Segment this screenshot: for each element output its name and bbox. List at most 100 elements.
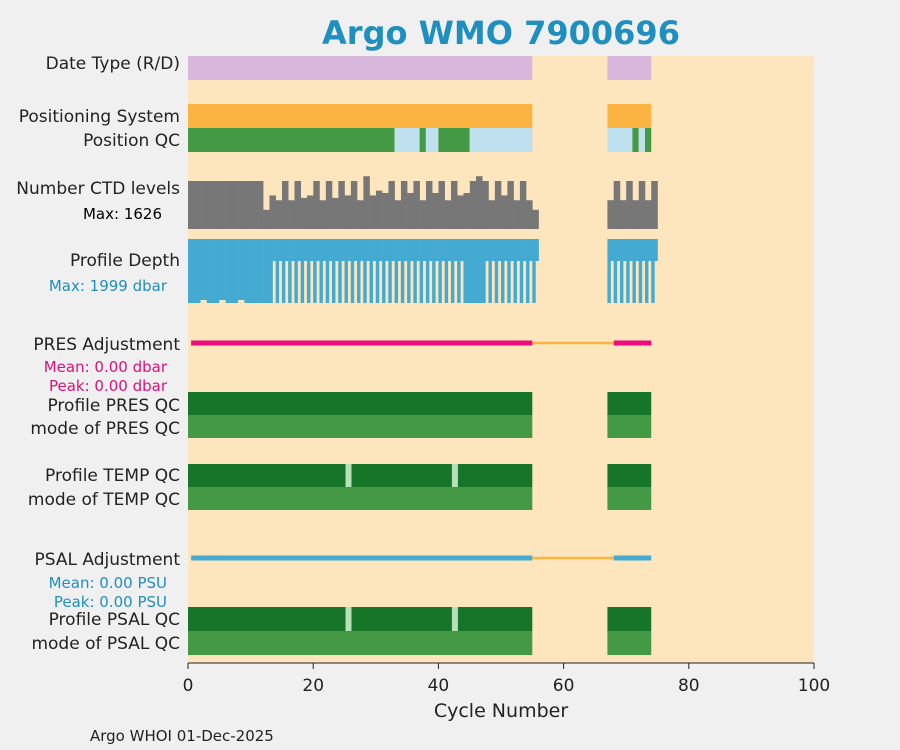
profile-depth-column bbox=[488, 261, 492, 303]
profile-depth-column bbox=[400, 261, 405, 303]
ctd-level-column bbox=[463, 193, 470, 229]
profile-depth-column bbox=[331, 261, 336, 303]
ctd-level-column bbox=[250, 181, 258, 229]
ctd-level-column bbox=[281, 181, 289, 229]
profile-pres-qc-bar-1 bbox=[607, 392, 652, 415]
profile-depth-column bbox=[238, 239, 245, 303]
x-tick-label-3: 60 bbox=[553, 676, 575, 696]
profile-depth-column bbox=[407, 261, 411, 303]
ctd-level-column bbox=[450, 181, 458, 229]
profile-depth-max: Max: 1999 dbar bbox=[49, 277, 168, 295]
profile-psal-qc-label: Profile PSAL QC bbox=[49, 610, 180, 630]
ctd-level-gap bbox=[335, 181, 339, 198]
profile-depth-column bbox=[294, 239, 301, 261]
mode-temp-qc-label: mode of TEMP QC bbox=[28, 490, 180, 510]
ctd-level-column bbox=[407, 193, 414, 229]
profile-depth-column bbox=[438, 261, 442, 303]
ctd-level-column bbox=[256, 181, 264, 229]
profile-depth-column bbox=[350, 239, 358, 261]
date-type-bar-0 bbox=[188, 56, 533, 80]
ctd-level-column bbox=[219, 181, 226, 229]
profile-depth-column bbox=[400, 239, 408, 261]
profile-psal-qc-gap-1 bbox=[451, 607, 458, 631]
ctd-level-gap bbox=[379, 181, 383, 191]
position-qc-label: Position QC bbox=[83, 131, 180, 151]
profile-depth-column bbox=[507, 261, 511, 303]
ctd-level-column bbox=[607, 200, 614, 229]
profile-depth-column bbox=[382, 261, 386, 303]
ctd-level-column bbox=[638, 181, 646, 229]
ctd-level-gap bbox=[322, 181, 326, 201]
x-axis-label: Cycle Number bbox=[434, 700, 568, 722]
ctd-level-column bbox=[225, 181, 233, 229]
ctd-level-gap bbox=[491, 181, 495, 201]
profile-depth-column bbox=[394, 261, 399, 303]
ctd-level-column bbox=[344, 195, 352, 229]
profile-depth-column bbox=[651, 239, 658, 261]
profile-depth-column bbox=[519, 261, 524, 303]
profile-depth-column bbox=[250, 239, 258, 303]
profile-depth-column bbox=[432, 261, 436, 303]
pres-adjustment-label: PRES Adjustment bbox=[33, 335, 180, 355]
mode-pres-qc-bar-1 bbox=[607, 415, 652, 438]
profile-depth-column bbox=[263, 239, 270, 303]
profile-depth-column bbox=[644, 261, 649, 303]
ctd-level-gap bbox=[304, 181, 307, 198]
x-tick-label-4: 80 bbox=[678, 676, 700, 696]
ctd-level-column bbox=[238, 181, 245, 229]
ctd-level-column bbox=[213, 181, 220, 229]
profile-depth-column bbox=[306, 261, 311, 303]
profile-depth-column bbox=[469, 239, 477, 303]
ctd-level-column bbox=[526, 200, 533, 229]
profile-depth-column bbox=[319, 261, 323, 303]
profile-depth-column bbox=[344, 261, 348, 303]
ctd-level-gap bbox=[291, 181, 295, 201]
date-type-bar-1 bbox=[607, 56, 652, 80]
ctd-level-gap bbox=[516, 181, 520, 201]
ctd-level-column bbox=[619, 200, 627, 229]
ctd-level-gap bbox=[448, 181, 451, 201]
mode-psal-qc-label: mode of PSAL QC bbox=[31, 634, 180, 654]
position-qc-segment-5 bbox=[469, 128, 533, 152]
profile-depth-column bbox=[438, 239, 445, 261]
position-qc-segment-9 bbox=[644, 128, 652, 152]
profile-psal-qc-bar-1 bbox=[607, 607, 652, 631]
ctd-level-column bbox=[469, 181, 477, 229]
profile-depth-column bbox=[294, 261, 298, 303]
profile-depth-column bbox=[526, 239, 533, 261]
profile-depth-column bbox=[463, 239, 470, 303]
ctd-level-gap bbox=[310, 181, 314, 196]
ctd-level-column bbox=[644, 200, 652, 229]
profile-depth-column bbox=[394, 239, 402, 261]
ctd-level-column bbox=[263, 209, 270, 229]
profile-depth-column bbox=[325, 239, 333, 261]
ctd-level-column bbox=[388, 181, 395, 229]
profile-depth-column bbox=[331, 239, 339, 261]
profile-depth-column bbox=[494, 261, 499, 303]
ctd-levels-max: Max: 1626 bbox=[83, 205, 162, 223]
profile-depth-column bbox=[369, 239, 377, 261]
ctd-level-column bbox=[532, 209, 539, 229]
profile-depth-column bbox=[425, 261, 430, 303]
position-qc-segment-2 bbox=[419, 128, 426, 152]
profile-depth-column bbox=[275, 261, 280, 303]
ctd-level-gap bbox=[435, 181, 439, 193]
ctd-level-column bbox=[300, 197, 308, 229]
profile-depth-column bbox=[288, 261, 292, 303]
profile-temp-qc-gap-1 bbox=[451, 464, 458, 487]
profile-depth-column bbox=[651, 261, 655, 303]
pres-adjustment-stat-1: Peak: 0.00 dbar bbox=[49, 377, 168, 395]
profile-depth-column bbox=[194, 239, 201, 303]
profile-depth-column bbox=[413, 261, 417, 303]
profile-depth-column bbox=[363, 239, 370, 261]
profile-depth-column bbox=[532, 239, 539, 261]
profile-depth-column bbox=[319, 239, 327, 261]
profile-depth-column bbox=[363, 261, 367, 303]
profile-depth-column bbox=[338, 239, 345, 261]
ctd-level-gap bbox=[410, 181, 414, 193]
ctd-level-column bbox=[475, 176, 483, 229]
profile-depth-column bbox=[256, 239, 264, 303]
profile-depth-column bbox=[419, 261, 424, 303]
profile-depth-column bbox=[350, 261, 355, 303]
profile-depth-column bbox=[457, 239, 464, 261]
